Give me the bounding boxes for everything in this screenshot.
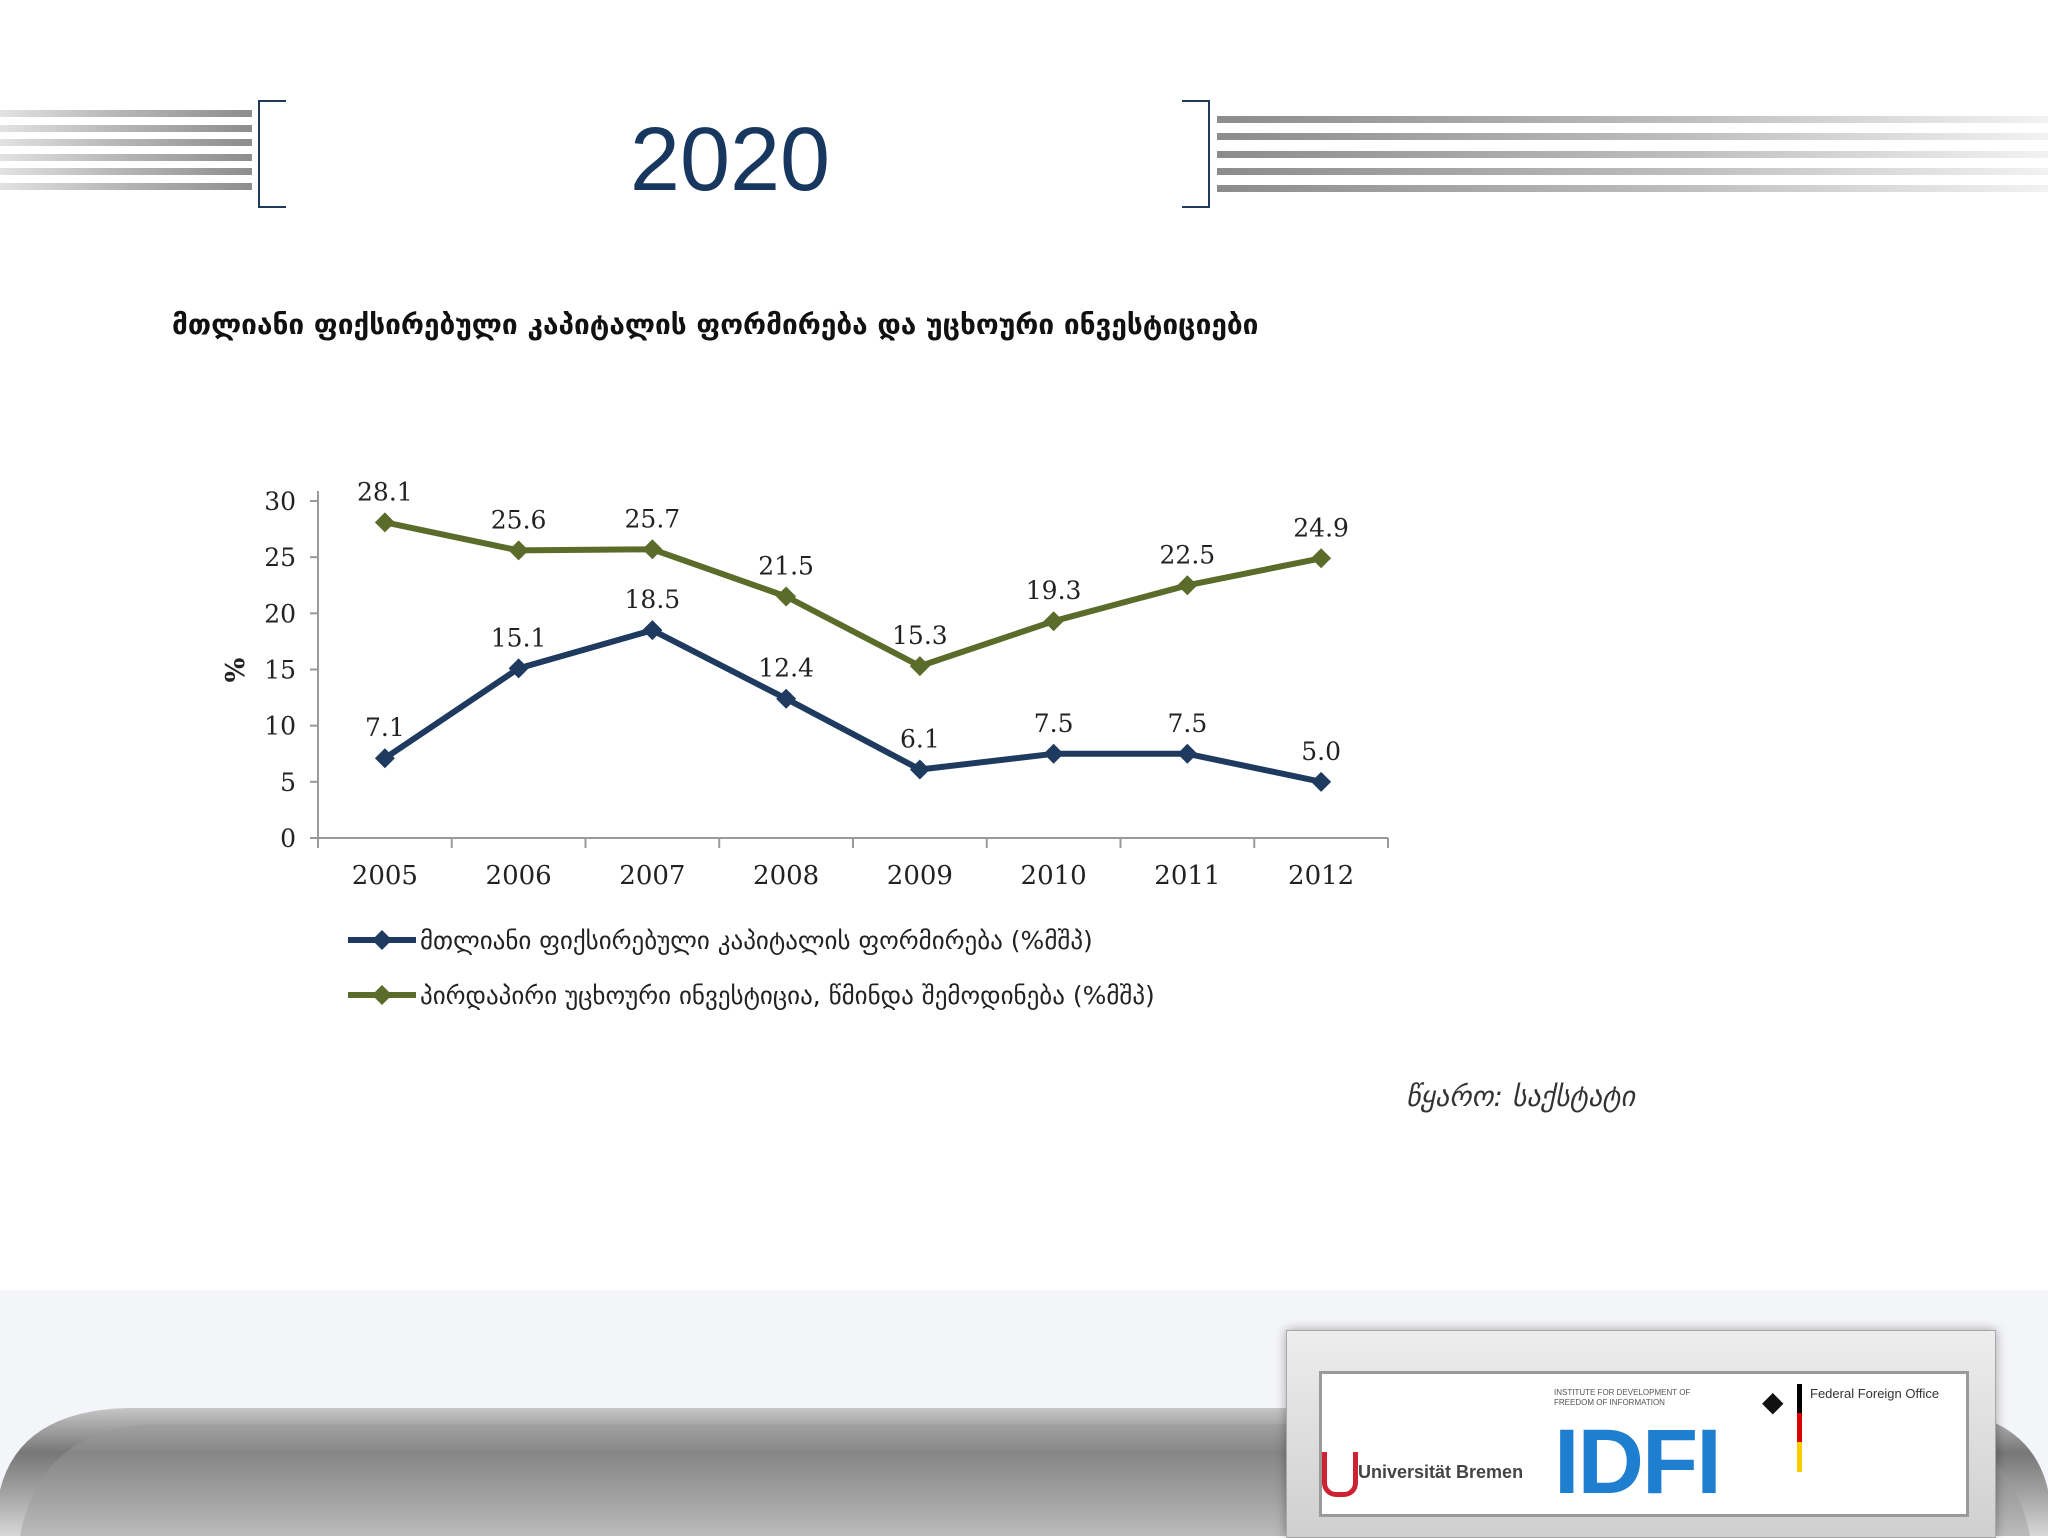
source-note: წყარო: საქსტატი [1406,1080,1636,1113]
data-label: 24.9 [1293,513,1349,542]
chart-title: მთლიანი ფიქსირებული კაპიტალის ფორმირება … [172,308,1259,341]
data-label: 15.3 [892,621,948,650]
y-tick-label: 15 [264,656,296,685]
data-point-marker [1311,771,1332,792]
data-point-marker [374,512,395,533]
legend-label: პირდაპირი უცხოური ინვესტიცია, წმინდა შემ… [420,981,1155,1010]
data-point-marker [1177,575,1198,596]
x-tick-label: 2010 [1021,861,1087,891]
data-label: 7.5 [1167,709,1207,738]
data-label: 28.1 [357,477,413,506]
data-label: 12.4 [758,654,814,683]
x-tick-label: 2006 [486,861,552,891]
y-tick-label: 10 [264,712,296,741]
idfi-logo: IDFI [1554,1411,1722,1513]
data-point-marker [1043,743,1064,764]
data-label: 25.6 [491,505,547,534]
partner-logos: Universität Bremen INSTITUTE FOR DEVELOP… [1319,1371,1969,1517]
data-label: 18.5 [625,585,681,614]
eagle-icon: ◆ [1762,1386,1784,1417]
y-axis-label: % [221,657,251,682]
data-point-marker [642,620,663,641]
data-point-marker [642,539,663,560]
y-tick-label: 0 [280,824,296,853]
title-bracket-left [258,100,286,208]
data-label: 7.1 [365,713,405,742]
x-tick-label: 2008 [753,861,819,891]
slide-title: 2020 [629,110,831,210]
x-tick-label: 2007 [619,861,685,891]
x-tick-label: 2011 [1154,861,1220,891]
data-label: 7.5 [1034,709,1074,738]
data-label: 6.1 [900,724,940,753]
data-point-marker [909,759,930,780]
data-point-marker [1311,548,1332,569]
legend-label: მთლიანი ფიქსირებული კაპიტალის ფორმირება … [420,926,1093,955]
legend-marker [372,930,392,950]
legend-marker [372,985,392,1005]
data-label: 5.0 [1301,737,1341,766]
y-tick-label: 5 [280,768,296,797]
header-stripes-left [0,110,252,190]
title-bracket-right [1182,100,1210,208]
series-line [383,627,1322,785]
y-tick-label: 25 [264,543,296,572]
data-label: 22.5 [1160,540,1216,569]
x-tick-label: 2012 [1288,861,1354,891]
data-point-marker [776,688,797,709]
foreign-office-label: Federal Foreign Office [1810,1386,1940,1401]
data-point-marker [776,586,797,607]
header-stripes-right [1217,116,2048,192]
data-label: 19.3 [1026,576,1082,605]
data-label: 25.7 [625,504,681,533]
data-point-marker [1177,743,1198,764]
german-flag-icon [1797,1384,1802,1472]
data-point-marker [1043,611,1064,632]
line-chart: 0 5 10 15 20 25 30 2005 2006 2007 2008 2009 2010 2011… [221,477,1389,1010]
x-tick-label: 2009 [887,861,953,891]
partner-logos-panel: Universität Bremen INSTITUTE FOR DEVELOP… [1286,1330,1996,1538]
idfi-subtitle: INSTITUTE FOR DEVELOPMENT OF FREEDOM OF … [1554,1388,1691,1407]
bremen-logo-icon [1322,1452,1358,1497]
data-point-marker [374,748,395,769]
y-tick-label: 20 [264,599,296,628]
data-point-marker [508,658,529,679]
data-label: 15.1 [491,623,547,652]
series-line [384,519,1322,670]
x-tick-label: 2005 [352,861,418,891]
y-tick-label: 30 [264,487,296,516]
data-label: 21.5 [758,551,814,580]
bremen-logo-label: Universität Bremen [1358,1462,1524,1482]
data-point-marker [909,656,930,677]
data-point-marker [508,540,529,561]
